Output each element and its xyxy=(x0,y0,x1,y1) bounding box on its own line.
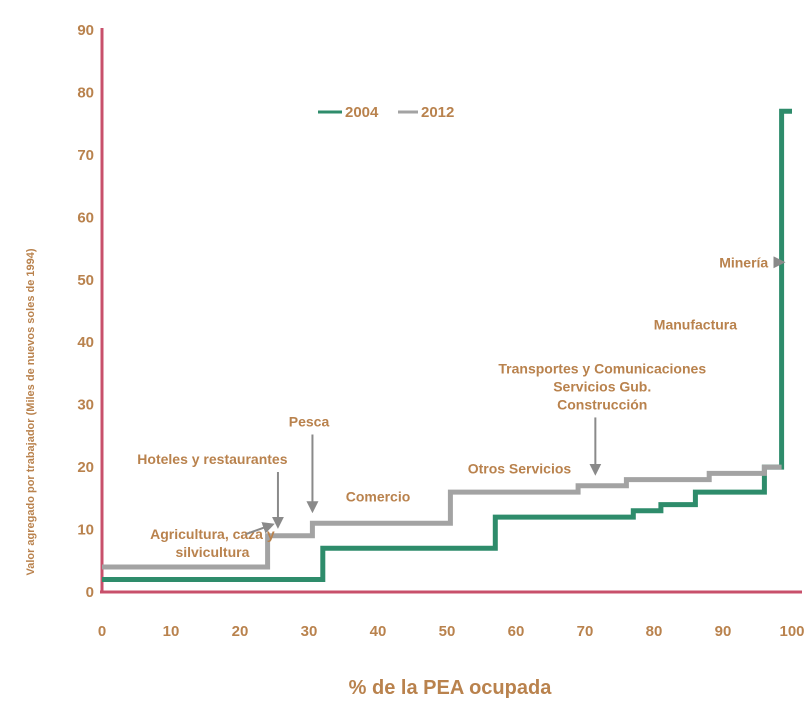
y-tick-label: 90 xyxy=(77,22,94,39)
annotation-label: Minería xyxy=(719,254,768,270)
x-tick-label: 10 xyxy=(163,623,180,640)
y-tick-label: 0 xyxy=(86,584,94,601)
axes-group xyxy=(100,28,802,594)
annotation-label: Manufactura xyxy=(654,317,737,333)
y-tick-label: 80 xyxy=(77,84,94,101)
annotations-group: Agricultura, caza y silvicultura Hoteles y… xyxy=(137,254,786,560)
y-tick-label: 70 xyxy=(77,147,94,164)
series-line-2012 xyxy=(102,464,782,570)
legend-label-2004: 2004 xyxy=(345,104,379,121)
annotation-label: Construcción xyxy=(557,396,647,412)
y-tick-label: 40 xyxy=(77,334,94,351)
x-tick-label: 0 xyxy=(98,623,106,640)
annotation-label: Agricultura, caza y xyxy=(150,526,275,542)
annotation-label: Hoteles y restaurantes xyxy=(137,451,287,467)
x-tick-label: 60 xyxy=(508,623,525,640)
y-axis-title: Valor agregado por trabajador (Miles de … xyxy=(25,248,37,575)
legend: 2004 2012 xyxy=(318,104,454,121)
y-tick-label: 60 xyxy=(77,209,94,226)
legend-label-2012: 2012 xyxy=(421,104,454,121)
x-tick-label: 90 xyxy=(715,623,732,640)
series-line-2004 xyxy=(102,108,792,582)
x-tick-label: 100 xyxy=(779,623,804,640)
y-tick-label: 50 xyxy=(77,272,94,289)
annotation-label: Servicios Gub. xyxy=(553,378,651,394)
annotation-arrow xyxy=(246,522,275,535)
x-tick-label: 50 xyxy=(439,623,456,640)
x-tick-label: 70 xyxy=(577,623,594,640)
y-tick-label: 30 xyxy=(77,397,94,414)
x-tick-label: 30 xyxy=(301,623,318,640)
annotation-label: Comercio xyxy=(346,488,411,504)
y-tick-label: 20 xyxy=(77,459,94,476)
x-tick-label: 80 xyxy=(646,623,663,640)
x-tick-label: 40 xyxy=(370,623,387,640)
annotation-label: Otros Servicios xyxy=(468,460,572,476)
annotation-label: Transportes y Comunicaciones xyxy=(498,360,706,376)
annotation-label: Pesca xyxy=(289,414,330,430)
series-group xyxy=(102,108,792,582)
y-tick-label: 10 xyxy=(77,522,94,539)
ticks-group: 0 10 20 30 40 50 60 70 80 90 100 0 10 20 30 40 50 60 70 80 9… xyxy=(77,22,804,640)
x-axis-title: % de la PEA ocupada xyxy=(349,677,553,699)
x-tick-label: 20 xyxy=(232,623,249,640)
annotation-label: silvicultura xyxy=(175,544,249,560)
